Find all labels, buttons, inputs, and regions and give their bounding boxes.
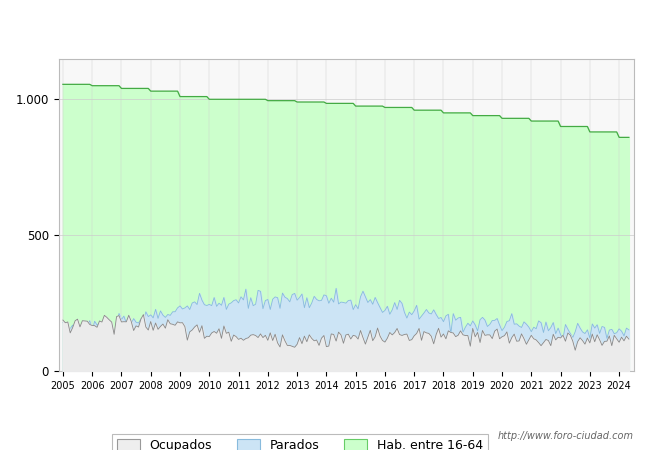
Text: http://www.foro-ciudad.com: http://www.foro-ciudad.com xyxy=(498,431,634,441)
Legend: Ocupados, Parados, Hab. entre 16-64: Ocupados, Parados, Hab. entre 16-64 xyxy=(112,434,488,450)
Text: Velilla del Río Carrión - Evolucion de la poblacion en edad de Trabajar Mayo de : Velilla del Río Carrión - Evolucion de l… xyxy=(44,17,606,30)
